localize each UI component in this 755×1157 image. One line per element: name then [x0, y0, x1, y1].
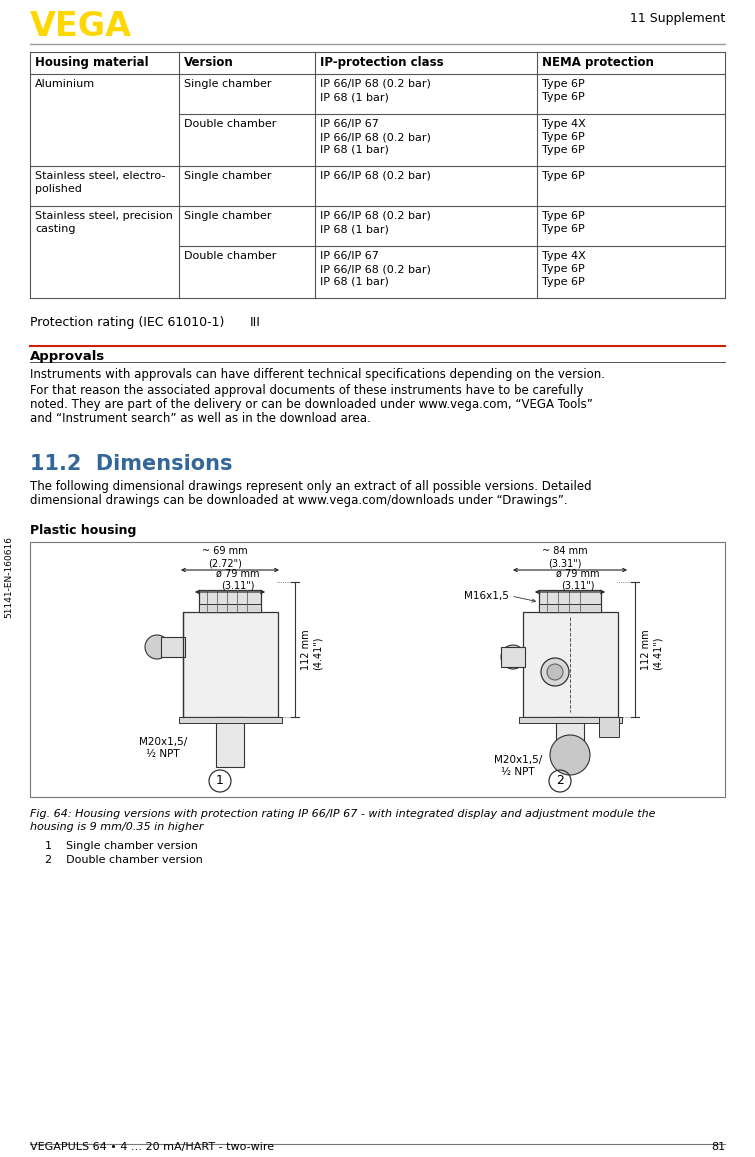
Circle shape: [541, 658, 569, 686]
Bar: [199, 604, 261, 612]
Text: noted. They are part of the delivery or can be downloaded under www.vega.com, “V: noted. They are part of the delivery or …: [30, 398, 593, 411]
Text: Approvals: Approvals: [30, 351, 105, 363]
Text: IP 66/IP 68 (0.2 bar): IP 66/IP 68 (0.2 bar): [320, 211, 431, 221]
Text: 112 mm
(4.41"): 112 mm (4.41"): [301, 629, 322, 670]
Text: ~ 84 mm
(3.31"): ~ 84 mm (3.31"): [542, 546, 588, 568]
Bar: [523, 612, 618, 717]
Text: 1    Single chamber version: 1 Single chamber version: [45, 841, 198, 852]
Text: 112 mm
(4.41"): 112 mm (4.41"): [641, 629, 663, 670]
Bar: [216, 717, 244, 767]
Text: Protection rating (IEC 61010-1): Protection rating (IEC 61010-1): [30, 316, 224, 329]
Text: IP 66/IP 68 (0.2 bar): IP 66/IP 68 (0.2 bar): [320, 171, 431, 180]
Text: The following dimensional drawings represent only an extract of all possible ver: The following dimensional drawings repre…: [30, 480, 592, 493]
Text: and “Instrument search” as well as in the download area.: and “Instrument search” as well as in th…: [30, 412, 371, 425]
Text: III: III: [250, 316, 261, 329]
Bar: [161, 638, 185, 657]
Text: IP 68 (1 bar): IP 68 (1 bar): [320, 277, 389, 287]
Circle shape: [550, 735, 590, 775]
Text: Plastic housing: Plastic housing: [30, 524, 137, 537]
Text: 2: 2: [556, 774, 564, 787]
Text: NEMA protection: NEMA protection: [542, 56, 655, 69]
Bar: [539, 604, 601, 612]
Text: dimensional drawings can be downloaded at www.vega.com/downloads under “Drawings: dimensional drawings can be downloaded a…: [30, 494, 568, 507]
Text: Type 6P: Type 6P: [542, 211, 585, 221]
Text: IP 66/IP 67: IP 66/IP 67: [320, 251, 379, 261]
Text: For that reason the associated approval documents of these instruments have to b: For that reason the associated approval …: [30, 384, 584, 397]
Text: Type 6P: Type 6P: [542, 132, 585, 142]
Text: housing is 9 mm/0.35 in higher: housing is 9 mm/0.35 in higher: [30, 821, 204, 832]
Bar: [501, 647, 525, 666]
Text: 81: 81: [711, 1142, 725, 1152]
Text: Fig. 64: Housing versions with protection rating IP 66/IP 67 - with integrated d: Fig. 64: Housing versions with protectio…: [30, 809, 655, 819]
Text: IP 66/IP 68 (0.2 bar): IP 66/IP 68 (0.2 bar): [320, 132, 431, 142]
Text: 51141-EN-160616: 51141-EN-160616: [5, 536, 14, 618]
Text: IP 68 (1 bar): IP 68 (1 bar): [320, 224, 389, 234]
Text: Housing material: Housing material: [35, 56, 149, 69]
Circle shape: [547, 664, 563, 680]
Text: IP-protection class: IP-protection class: [320, 56, 444, 69]
Text: ~ 69 mm
(2.72"): ~ 69 mm (2.72"): [202, 546, 248, 568]
Bar: [599, 717, 619, 737]
Bar: [519, 717, 622, 723]
Text: IP 66/IP 68 (0.2 bar): IP 66/IP 68 (0.2 bar): [320, 79, 431, 89]
Text: 1: 1: [216, 774, 224, 787]
Circle shape: [501, 644, 525, 669]
Text: Type 6P: Type 6P: [542, 79, 585, 89]
Text: Aluminium: Aluminium: [35, 79, 95, 89]
Text: Type 6P: Type 6P: [542, 145, 585, 155]
Text: Type 6P: Type 6P: [542, 171, 585, 180]
Text: IP 66/IP 67: IP 66/IP 67: [320, 119, 379, 128]
Text: ø 79 mm
(3.11"): ø 79 mm (3.11"): [216, 568, 260, 590]
Text: Single chamber: Single chamber: [184, 171, 272, 180]
Text: M20x1,5/
½ NPT: M20x1,5/ ½ NPT: [139, 737, 187, 759]
Text: VEGAPULS 64 • 4 … 20 mA/HART - two-wire: VEGAPULS 64 • 4 … 20 mA/HART - two-wire: [30, 1142, 274, 1152]
Text: IP 66/IP 68 (0.2 bar): IP 66/IP 68 (0.2 bar): [320, 264, 431, 274]
Text: ø 79 mm
(3.11"): ø 79 mm (3.11"): [556, 568, 599, 590]
Text: Stainless steel, electro-
polished: Stainless steel, electro- polished: [35, 171, 165, 194]
Bar: [179, 717, 282, 723]
Text: 2    Double chamber version: 2 Double chamber version: [45, 855, 203, 865]
Bar: [539, 590, 601, 612]
Text: Type 4X: Type 4X: [542, 251, 586, 261]
Bar: [556, 717, 584, 767]
Text: Single chamber: Single chamber: [184, 211, 272, 221]
Circle shape: [145, 635, 169, 659]
Text: M16x1,5: M16x1,5: [464, 591, 509, 600]
Text: Instruments with approvals can have different technical specifications depending: Instruments with approvals can have diff…: [30, 368, 605, 381]
Text: Double chamber: Double chamber: [184, 251, 277, 261]
Text: Type 6P: Type 6P: [542, 277, 585, 287]
Text: Type 6P: Type 6P: [542, 264, 585, 274]
Text: Single chamber: Single chamber: [184, 79, 272, 89]
Text: IP 68 (1 bar): IP 68 (1 bar): [320, 145, 389, 155]
Text: 11.2  Dimensions: 11.2 Dimensions: [30, 454, 233, 474]
Bar: [199, 590, 261, 612]
Bar: [30, 541, 725, 797]
Text: IP 68 (1 bar): IP 68 (1 bar): [320, 93, 389, 102]
Text: Version: Version: [184, 56, 234, 69]
Text: Double chamber: Double chamber: [184, 119, 277, 128]
Text: M20x1,5/
½ NPT: M20x1,5/ ½ NPT: [494, 756, 542, 776]
Text: VEGA: VEGA: [30, 10, 132, 43]
Text: 11 Supplement: 11 Supplement: [630, 12, 725, 25]
Bar: [183, 612, 278, 717]
Text: Type 4X: Type 4X: [542, 119, 586, 128]
Text: Type 6P: Type 6P: [542, 224, 585, 234]
Text: Stainless steel, precision
casting: Stainless steel, precision casting: [35, 211, 173, 234]
Text: Type 6P: Type 6P: [542, 93, 585, 102]
